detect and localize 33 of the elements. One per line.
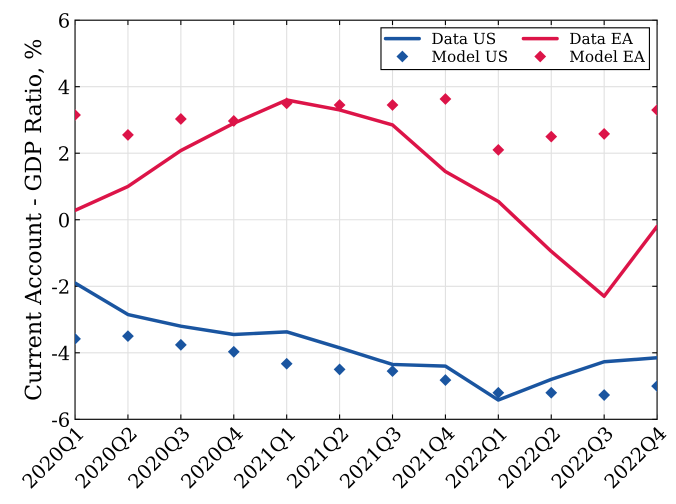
point [280, 97, 293, 110]
legend-label: Model EA [570, 50, 645, 62]
point [280, 358, 293, 370]
point [174, 113, 187, 125]
legend-label: Model US [432, 50, 508, 62]
y-tick-label: -4 [52, 346, 70, 360]
point [228, 346, 240, 358]
y-tick-label: 0 [59, 212, 69, 228]
y-axis-title: Current Account - GDP Ratio, % [24, 40, 44, 400]
point [440, 93, 452, 105]
point [386, 99, 398, 111]
y-tick-label: 4 [58, 80, 70, 94]
y-tick-label: -2 [52, 279, 68, 294]
point [598, 128, 610, 140]
point [598, 389, 610, 401]
line-series [75, 98, 658, 298]
point [228, 115, 240, 127]
point [122, 129, 134, 141]
point [122, 330, 134, 342]
point [334, 364, 346, 376]
point [440, 374, 452, 386]
point [386, 365, 398, 377]
y-tick-label: 6 [59, 13, 69, 28]
y-tick-label: -6 [52, 412, 69, 427]
point [174, 338, 187, 351]
point [492, 386, 504, 399]
point [545, 386, 558, 399]
point [492, 144, 504, 156]
line-series [75, 281, 658, 402]
legend-label: Data EA [570, 32, 634, 44]
y-tick-label: 2 [59, 146, 68, 161]
legend-label: Data US [432, 32, 496, 44]
point [545, 130, 558, 142]
